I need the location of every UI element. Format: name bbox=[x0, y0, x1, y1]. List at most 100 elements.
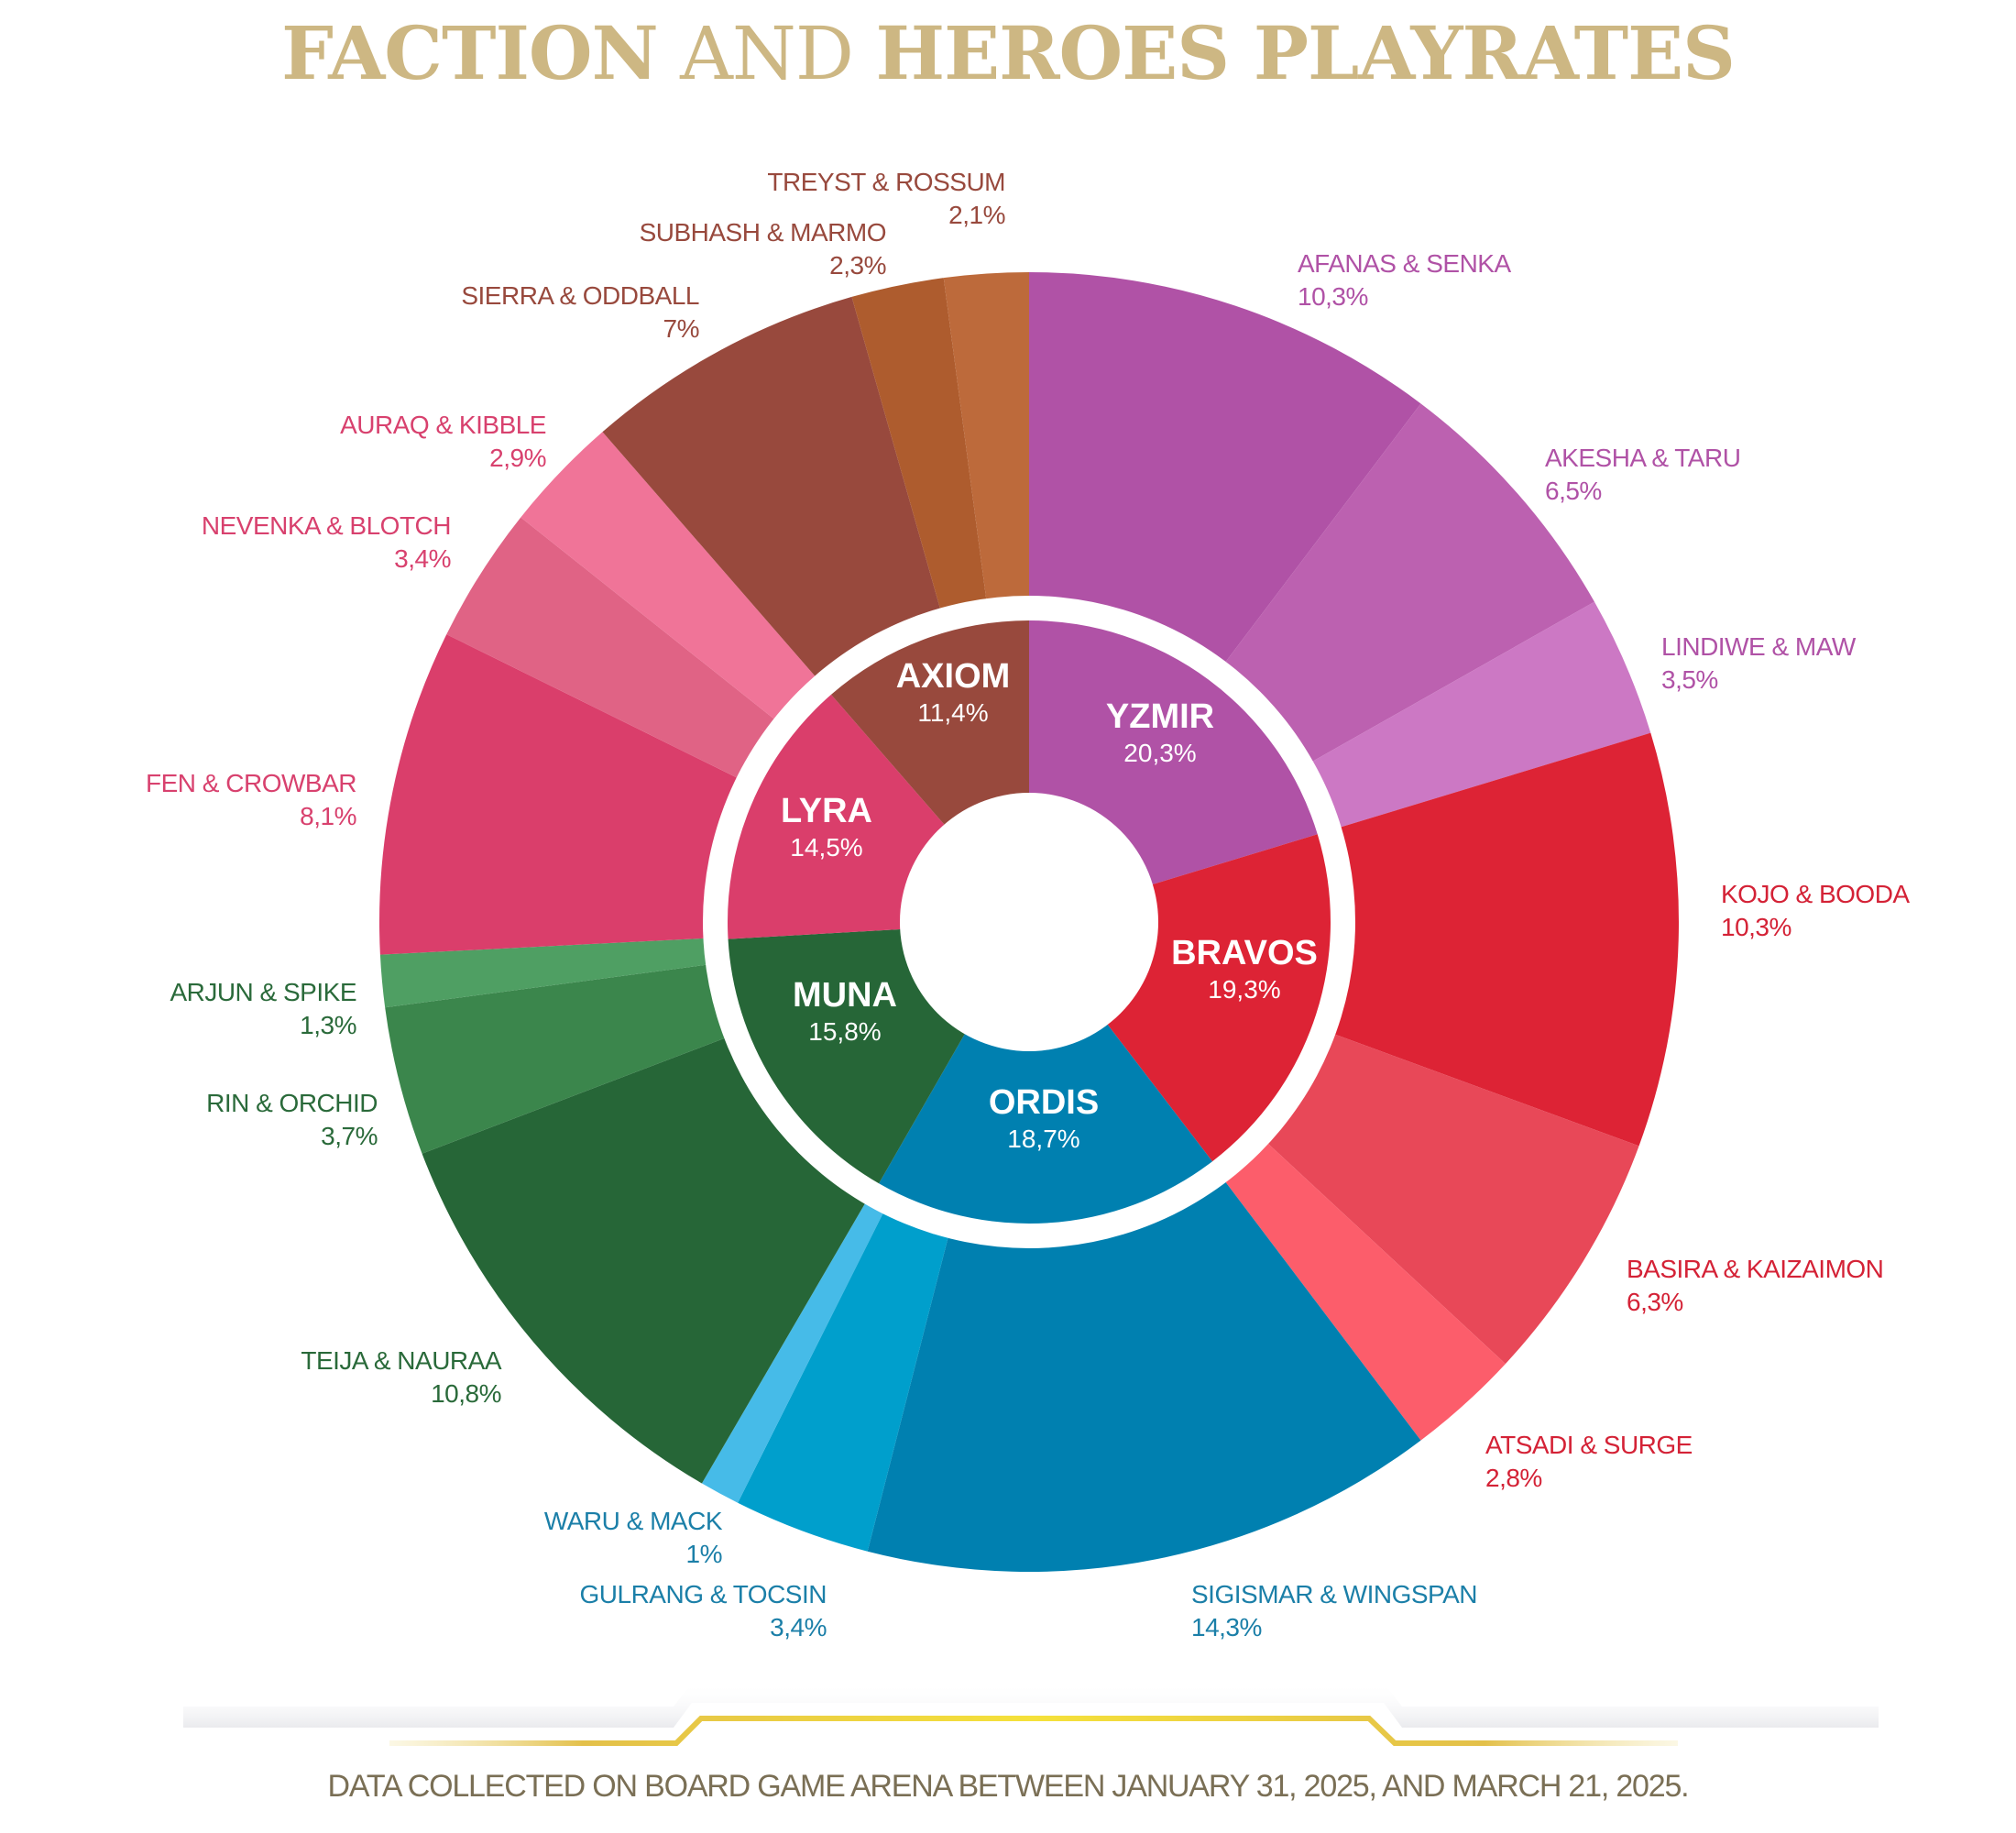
hero-percent: 6,3% bbox=[1627, 1288, 1683, 1316]
donut-hole bbox=[900, 793, 1158, 1051]
hero-slice bbox=[1265, 1033, 1639, 1365]
faction-slice-ordis bbox=[879, 1023, 1213, 1224]
hero-percent: 3,7% bbox=[321, 1122, 378, 1150]
faction-slice-muna bbox=[728, 928, 966, 1184]
hero-slice bbox=[422, 1037, 867, 1484]
faction-slice-axiom bbox=[830, 620, 1029, 827]
chart-title: FACTION AND HEROES PLAYRATES bbox=[0, 7, 2016, 100]
hero-name: TREYST & ROSSUM bbox=[767, 168, 1005, 196]
hero-slice bbox=[738, 1210, 949, 1552]
hero-percent: 2,1% bbox=[948, 201, 1005, 229]
hero-name: RIN & ORCHID bbox=[206, 1089, 378, 1117]
faction-percent: 14,5% bbox=[790, 833, 863, 862]
hero-name: LINDIWE & MAW bbox=[1661, 632, 1856, 661]
footer-gold-divider bbox=[183, 1683, 1879, 1746]
hero-slice bbox=[701, 1201, 885, 1503]
hero-name: FEN & CROWBAR bbox=[146, 769, 356, 797]
hero-percent: 10,3% bbox=[1721, 913, 1791, 941]
faction-name: BRAVOS bbox=[1171, 934, 1318, 972]
hero-label: FEN & CROWBAR 8,1% bbox=[146, 767, 356, 833]
hero-name: AURAQ & KIBBLE bbox=[340, 411, 546, 439]
hero-name: SIGISMAR & WINGSPAN bbox=[1191, 1580, 1478, 1608]
hero-percent: 10,8% bbox=[431, 1379, 501, 1408]
hero-label: LINDIWE & MAW 3,5% bbox=[1661, 631, 1856, 697]
hero-percent: 1,3% bbox=[300, 1011, 356, 1039]
faction-slice-lyra bbox=[727, 694, 946, 939]
hero-percent: 1% bbox=[685, 1540, 723, 1568]
hero-name: TEIJA & NAURAA bbox=[301, 1346, 501, 1375]
faction-label-yzmir: YZMIR 20,3% bbox=[1106, 697, 1214, 770]
faction-label-bravos: BRAVOS 19,3% bbox=[1171, 933, 1318, 1006]
footer-data-source-note: DATA COLLECTED ON BOARD GAME ARENA BETWE… bbox=[327, 1769, 1690, 1804]
hero-name: BASIRA & KAIZAIMON bbox=[1627, 1255, 1884, 1283]
hero-name: SIERRA & ODDBALL bbox=[461, 281, 699, 310]
faction-name: ORDIS bbox=[988, 1083, 1100, 1122]
hero-slice bbox=[1331, 732, 1679, 1147]
hero-label: AURAQ & KIBBLE 2,9% bbox=[340, 409, 546, 475]
faction-label-muna: MUNA 15,8% bbox=[793, 975, 897, 1048]
hero-slice bbox=[385, 964, 729, 1154]
hero-label: AFANAS & SENKA 10,3% bbox=[1298, 247, 1511, 313]
faction-label-axiom: AXIOM 11,4% bbox=[896, 656, 1011, 730]
title-part-faction: FACTION bbox=[281, 10, 659, 96]
hero-percent: 8,1% bbox=[300, 802, 356, 830]
hero-slice bbox=[1309, 601, 1651, 829]
faction-slice-yzmir bbox=[1029, 620, 1318, 885]
faction-label-ordis: ORDIS 18,7% bbox=[989, 1082, 1099, 1156]
hero-percent: 3,4% bbox=[770, 1613, 827, 1641]
hero-percent: 14,3% bbox=[1191, 1613, 1262, 1641]
title-part-and: AND bbox=[657, 11, 876, 96]
hero-name: ARJUN & SPIKE bbox=[170, 978, 356, 1006]
hero-label: ATSADI & SURGE 2,8% bbox=[1485, 1429, 1693, 1495]
faction-percent: 15,8% bbox=[808, 1017, 882, 1046]
hero-slice bbox=[520, 432, 817, 721]
hero-percent: 2,3% bbox=[829, 251, 886, 280]
hero-label: AKESHA & TARU 6,5% bbox=[1545, 442, 1741, 508]
hero-name: NEVENKA & BLOTCH bbox=[201, 511, 452, 540]
hero-slice bbox=[379, 634, 740, 955]
hero-slice bbox=[943, 272, 1029, 603]
hero-name: ATSADI & SURGE bbox=[1485, 1431, 1693, 1459]
faction-label-lyra: LYRA 14,5% bbox=[781, 791, 872, 864]
faction-percent: 20,3% bbox=[1123, 739, 1197, 767]
hero-name: AKESHA & TARU bbox=[1545, 444, 1741, 472]
faction-slice-bravos bbox=[1106, 834, 1331, 1162]
hero-slice bbox=[1223, 1141, 1506, 1441]
faction-percent: 19,3% bbox=[1208, 975, 1281, 1004]
hero-percent: 2,8% bbox=[1485, 1464, 1542, 1492]
hero-label: NEVENKA & BLOTCH 3,4% bbox=[201, 510, 452, 576]
hero-label: RIN & ORCHID 3,7% bbox=[206, 1087, 378, 1153]
hero-percent: 10,3% bbox=[1298, 282, 1368, 311]
faction-percent: 18,7% bbox=[1007, 1125, 1080, 1153]
faction-name: MUNA bbox=[793, 976, 897, 1015]
hero-percent: 2,9% bbox=[489, 444, 546, 472]
hero-slice bbox=[851, 278, 987, 612]
title-part-heroes: HEROES PLAYRATES bbox=[875, 10, 1736, 96]
hero-percent: 7% bbox=[663, 314, 700, 343]
hero-slice bbox=[867, 1179, 1421, 1572]
hero-label: ARJUN & SPIKE 1,3% bbox=[170, 976, 356, 1042]
hero-slice bbox=[446, 517, 777, 780]
hero-name: AFANAS & SENKA bbox=[1298, 249, 1511, 278]
hero-slice bbox=[379, 938, 710, 1008]
hero-label: BASIRA & KAIZAIMON 6,3% bbox=[1627, 1253, 1884, 1319]
hero-name: GULRANG & TOCSIN bbox=[579, 1580, 827, 1608]
hero-label: WARU & MACK 1% bbox=[543, 1505, 723, 1571]
hero-label: TREYST & ROSSUM 2,1% bbox=[767, 166, 1005, 232]
hero-name: SUBHASH & MARMO bbox=[639, 218, 887, 247]
faction-percent: 11,4% bbox=[917, 698, 989, 727]
faction-name: AXIOM bbox=[895, 657, 1011, 696]
hero-slice bbox=[1029, 272, 1421, 665]
factions-ring bbox=[727, 620, 1331, 1224]
hero-name: KOJO & BOODA bbox=[1721, 880, 1910, 908]
hero-label: GULRANG & TOCSIN 3,4% bbox=[580, 1578, 827, 1644]
hero-label: SIGISMAR & WINGSPAN 14,3% bbox=[1191, 1578, 1478, 1644]
hero-label: SIERRA & ODDBALL 7% bbox=[461, 280, 699, 346]
hero-percent: 6,5% bbox=[1545, 477, 1602, 505]
hero-percent: 3,4% bbox=[394, 544, 451, 573]
hero-name: WARU & MACK bbox=[543, 1507, 723, 1535]
faction-name: LYRA bbox=[781, 792, 872, 830]
faction-name: YZMIR bbox=[1105, 697, 1215, 736]
hero-label: TEIJA & NAURAA 10,8% bbox=[301, 1345, 501, 1410]
